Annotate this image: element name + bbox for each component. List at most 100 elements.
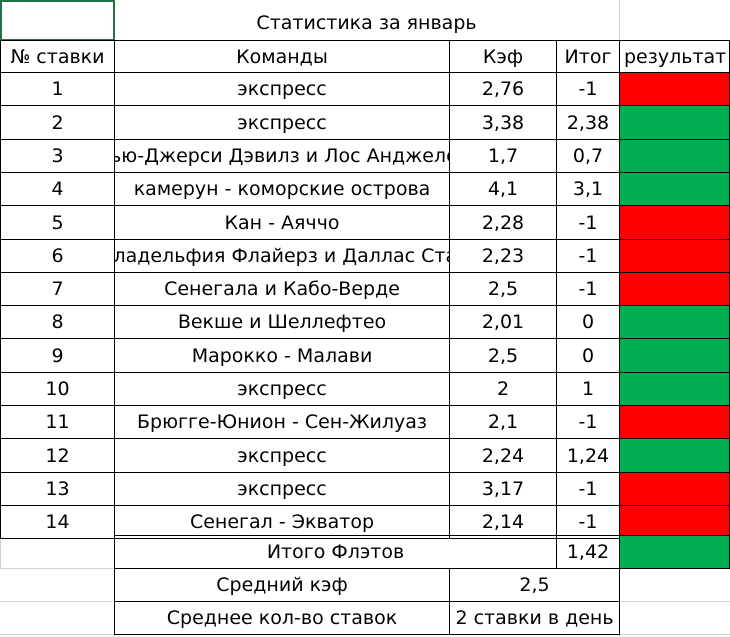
selected-cell[interactable] (0, 0, 115, 41)
cell-num[interactable]: 5 (0, 205, 115, 240)
header-coef[interactable]: Кэф (449, 40, 557, 73)
cell-result-loss[interactable] (619, 505, 730, 539)
cell-teams[interactable]: Сенегала и Кабо-Верде (114, 272, 450, 306)
cell-teams[interactable]: камерун - коморские острова (114, 172, 450, 206)
teams-text: Брюгге-Юнион - Сен-Жилуаз (136, 411, 428, 433)
cell-result-win[interactable] (619, 338, 730, 373)
cell-num[interactable]: 8 (0, 305, 115, 339)
cell-teams[interactable]: экспресс (114, 72, 450, 106)
cell-total[interactable]: 3,1 (556, 172, 620, 206)
header-num[interactable]: № ставки (0, 40, 115, 73)
cell-result-loss[interactable] (619, 472, 730, 506)
cell-total[interactable]: -1 (556, 72, 620, 106)
header-result[interactable]: результат (619, 40, 730, 73)
cell-num[interactable]: 10 (0, 372, 115, 406)
cell-teams[interactable]: экспресс (114, 472, 450, 506)
teams-text: Филадельфия Флайерз и Даллас Старз (114, 245, 449, 267)
gridline (0, 568, 114, 569)
teams-text: Векше и Шеллефтео (177, 311, 387, 333)
cell-coef[interactable]: 2 (449, 372, 557, 406)
gridline (0, 634, 114, 635)
cell-result-win[interactable] (619, 305, 730, 339)
cell-result-win[interactable] (619, 438, 730, 473)
header-total[interactable]: Итог (556, 40, 620, 73)
flat-total-value[interactable]: 1,42 (556, 535, 620, 569)
cell-teams[interactable]: экспресс (114, 105, 450, 140)
cell-total[interactable]: 0 (556, 305, 620, 339)
cell-coef[interactable]: 2,01 (449, 305, 557, 339)
cell-total[interactable]: -1 (556, 505, 620, 539)
cell-total[interactable]: 0 (556, 338, 620, 373)
cell-num[interactable]: 9 (0, 338, 115, 373)
sheet-title: Статистика за январь (256, 11, 477, 34)
teams-text: экспресс (237, 478, 327, 500)
cell-num[interactable]: 12 (0, 438, 115, 473)
cell-result-loss[interactable] (619, 272, 730, 306)
cell-total[interactable]: -1 (556, 405, 620, 439)
flat-total-result[interactable] (619, 535, 730, 569)
cell-total[interactable]: 1 (556, 372, 620, 406)
cell-coef[interactable]: 2,5 (449, 338, 557, 373)
cell-num[interactable]: 14 (0, 505, 115, 539)
cell-teams[interactable]: Нью-Джерси Дэвилз и Лос Анджелес (114, 139, 450, 173)
flat-total-label[interactable]: Итого Флэтов (114, 535, 557, 569)
cell-coef[interactable]: 3,38 (449, 105, 557, 140)
avg-bets-value[interactable]: 2 ставки в день (449, 601, 620, 635)
cell-coef[interactable]: 2,76 (449, 72, 557, 106)
teams-text: Марокко - Малави (191, 344, 373, 367)
cell-result-loss[interactable] (619, 72, 730, 106)
cell-teams[interactable]: Брюгге-Юнион - Сен-Жилуаз (114, 405, 450, 439)
teams-text: Кан - Аяччо (224, 211, 340, 234)
cell-result-loss[interactable] (619, 239, 730, 273)
cell-total[interactable]: 0,7 (556, 139, 620, 173)
cell-total[interactable]: -1 (556, 205, 620, 240)
gridline (0, 601, 114, 602)
cell-teams[interactable]: экспресс (114, 438, 450, 473)
cell-coef[interactable]: 2,1 (449, 405, 557, 439)
cell-teams[interactable]: Марокко - Малави (114, 338, 450, 373)
cell-result-win[interactable] (619, 105, 730, 140)
cell-coef[interactable]: 2,14 (449, 505, 557, 539)
cell-num[interactable]: 3 (0, 139, 115, 173)
cell-coef[interactable]: 2,24 (449, 438, 557, 473)
cell-result-win[interactable] (619, 172, 730, 206)
cell-coef[interactable]: 3,17 (449, 472, 557, 506)
cell-coef[interactable]: 2,23 (449, 239, 557, 273)
cell-teams[interactable]: экспресс (114, 372, 450, 406)
teams-text: экспресс (237, 444, 327, 467)
cell-total[interactable]: 1,24 (556, 438, 620, 473)
gridline (619, 634, 730, 635)
cell-teams[interactable]: Филадельфия Флайерз и Даллас Старз (114, 239, 450, 273)
avg-coef-value[interactable]: 2,5 (449, 568, 620, 602)
teams-text: камерун - коморские острова (133, 178, 431, 200)
cell-result-loss[interactable] (619, 405, 730, 439)
cell-num[interactable]: 11 (0, 405, 115, 439)
cell-result-loss[interactable] (619, 205, 730, 240)
cell-result-win[interactable] (619, 139, 730, 173)
cell-total[interactable]: 2,38 (556, 105, 620, 140)
cell-teams[interactable]: Векше и Шеллефтео (114, 305, 450, 339)
cell-total[interactable]: -1 (556, 472, 620, 506)
cell-num[interactable]: 7 (0, 272, 115, 306)
cell-coef[interactable]: 2,5 (449, 272, 557, 306)
gridline (619, 601, 730, 602)
cell-result-win[interactable] (619, 372, 730, 406)
cell-teams[interactable]: Кан - Аяччо (114, 205, 450, 240)
cell-num[interactable]: 2 (0, 105, 115, 140)
cell-num[interactable]: 13 (0, 472, 115, 506)
teams-text: экспресс (237, 111, 327, 134)
cell-total[interactable]: -1 (556, 239, 620, 273)
cell-teams[interactable]: Сенегал - Экватор (114, 505, 450, 539)
cell-num[interactable]: 4 (0, 172, 115, 206)
avg-bets-label[interactable]: Среднее кол-во ставок (114, 601, 450, 635)
cell-coef[interactable]: 1,7 (449, 139, 557, 173)
gridline (619, 0, 620, 40)
cell-num[interactable]: 1 (0, 72, 115, 106)
cell-coef[interactable]: 2,28 (449, 205, 557, 240)
avg-coef-label[interactable]: Средний кэф (114, 568, 450, 602)
cell-num[interactable]: 6 (0, 239, 115, 273)
header-teams[interactable]: Команды (114, 40, 450, 73)
cell-coef[interactable]: 4,1 (449, 172, 557, 206)
cell-total[interactable]: -1 (556, 272, 620, 306)
